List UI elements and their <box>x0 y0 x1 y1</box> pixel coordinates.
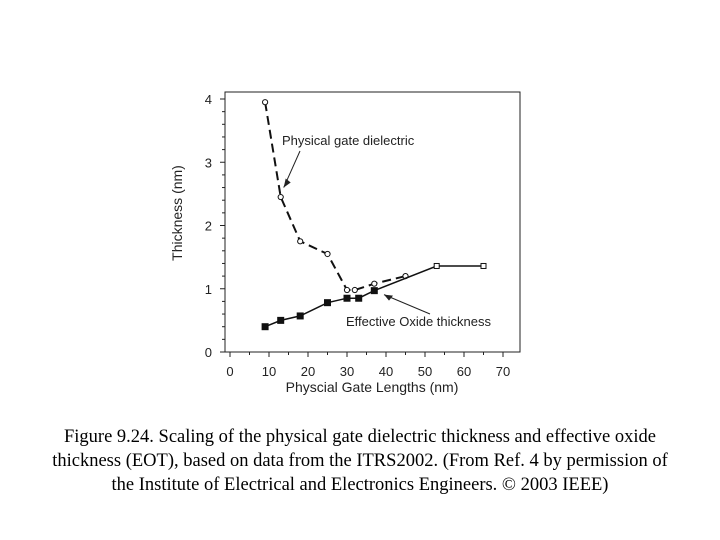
x-tick-label: 40 <box>379 364 393 379</box>
eot-point <box>343 294 351 302</box>
physical-dielectric-point <box>371 280 378 287</box>
eot-point <box>433 262 440 269</box>
x-tick-label: 10 <box>262 364 276 379</box>
y-tick-label: 4 <box>205 92 212 107</box>
figure-caption: Figure 9.24. Scaling of the physical gat… <box>52 427 668 495</box>
plot-frame <box>224 91 521 353</box>
x-axis-label: Physcial Gate Lengths (nm) <box>286 379 459 395</box>
physical-dielectric-point <box>277 193 284 201</box>
y-tick-label: 0 <box>205 345 212 360</box>
annotation-arrowhead <box>384 294 393 301</box>
physical-dielectric-point <box>351 286 358 294</box>
x-tick-label: 20 <box>301 364 315 379</box>
eot-point <box>324 299 331 307</box>
eot-point <box>480 262 487 269</box>
y-tick-label: 1 <box>205 282 212 297</box>
annotation-arrow-line <box>383 294 431 315</box>
physical-dielectric-line <box>264 102 406 291</box>
physical-dielectric-point <box>297 238 304 245</box>
x-tick-label: 60 <box>457 364 471 379</box>
y-tick-label: 2 <box>205 219 212 234</box>
annotation-eot: Effective Oxide thickness <box>346 314 491 329</box>
eot-point <box>277 316 285 324</box>
x-tick-label: 70 <box>496 364 510 379</box>
eot-point <box>296 312 304 320</box>
eot-point <box>370 287 378 295</box>
x-tick-label: 0 <box>226 364 233 379</box>
physical-dielectric-point <box>343 286 351 294</box>
x-tick-label: 50 <box>418 364 432 379</box>
eot-point <box>261 323 269 331</box>
physical-dielectric-point <box>324 250 331 258</box>
x-tick-label: 30 <box>340 364 354 379</box>
annotation-physical-dielectric: Physical gate dielectric <box>282 133 415 148</box>
y-axis-label: Thickness (nm) <box>169 165 185 261</box>
eot-point <box>355 294 363 302</box>
y-tick-label: 3 <box>205 155 212 170</box>
physical-dielectric-point <box>262 99 269 106</box>
annotation-arrowhead <box>283 178 291 188</box>
